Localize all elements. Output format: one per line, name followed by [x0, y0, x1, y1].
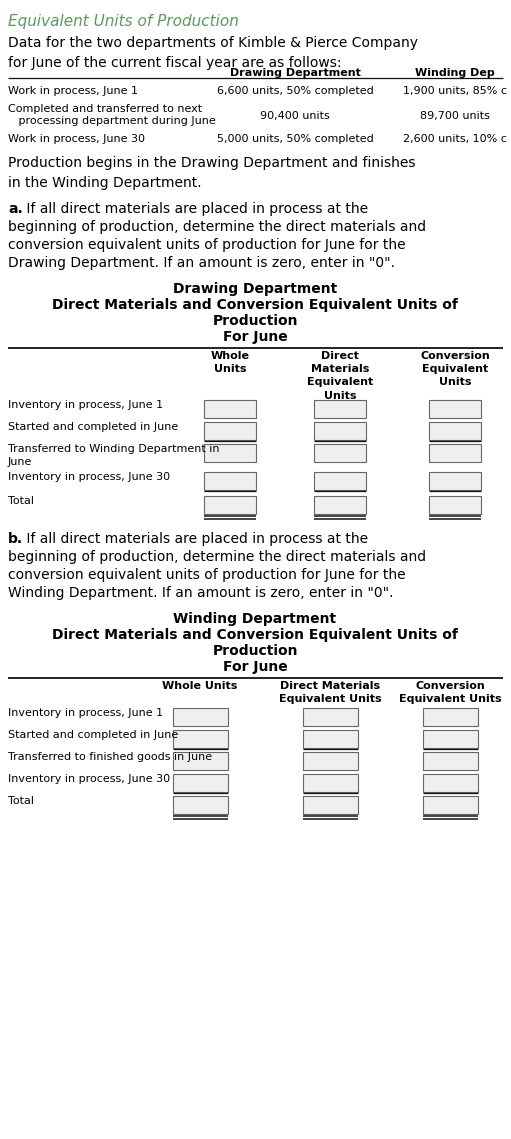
- Text: 89,700 units: 89,700 units: [420, 110, 490, 121]
- Bar: [314, 423, 366, 440]
- Text: For June: For June: [223, 659, 287, 674]
- Text: Production: Production: [212, 644, 298, 658]
- Bar: [204, 444, 256, 462]
- Text: Total: Total: [8, 495, 34, 506]
- Text: If all direct materials are placed in process at the: If all direct materials are placed in pr…: [22, 532, 368, 546]
- Text: Data for the two departments of Kimble & Pierce Company: Data for the two departments of Kimble &…: [8, 36, 418, 50]
- Text: for June of the current fiscal year are as follows:: for June of the current fiscal year are …: [8, 56, 341, 69]
- Bar: [204, 400, 256, 418]
- Text: in the Winding Department.: in the Winding Department.: [8, 177, 202, 190]
- Text: Drawing Department. If an amount is zero, enter in "0".: Drawing Department. If an amount is zero…: [8, 256, 395, 270]
- Bar: [303, 752, 358, 770]
- Text: Inventory in process, June 1: Inventory in process, June 1: [8, 400, 163, 410]
- Text: a.: a.: [8, 202, 23, 216]
- Bar: [423, 775, 477, 792]
- Text: Production begins in the Drawing Department and finishes: Production begins in the Drawing Departm…: [8, 156, 415, 170]
- Bar: [314, 495, 366, 514]
- Text: If all direct materials are placed in process at the: If all direct materials are placed in pr…: [22, 202, 368, 216]
- Bar: [429, 444, 481, 462]
- Text: 1,900 units, 85% c: 1,900 units, 85% c: [403, 87, 507, 96]
- Bar: [314, 444, 366, 462]
- Text: Work in process, June 1: Work in process, June 1: [8, 87, 138, 96]
- Bar: [423, 730, 477, 748]
- Bar: [173, 752, 227, 770]
- Bar: [303, 708, 358, 726]
- Bar: [423, 796, 477, 814]
- Text: 90,400 units: 90,400 units: [260, 110, 330, 121]
- Text: Started and completed in June: Started and completed in June: [8, 730, 178, 740]
- Text: b.: b.: [8, 532, 23, 546]
- Text: Winding Department: Winding Department: [173, 612, 337, 626]
- Text: conversion equivalent units of production for June for the: conversion equivalent units of productio…: [8, 568, 406, 582]
- Text: 2,600 units, 10% c: 2,600 units, 10% c: [403, 134, 507, 144]
- Text: Total: Total: [8, 796, 34, 806]
- Text: For June: For June: [223, 330, 287, 344]
- Bar: [173, 708, 227, 726]
- Bar: [314, 472, 366, 490]
- Bar: [423, 752, 477, 770]
- Text: Whole
Units: Whole Units: [211, 351, 249, 375]
- Text: 5,000 units, 50% completed: 5,000 units, 50% completed: [217, 134, 374, 144]
- Text: Direct Materials
Equivalent Units: Direct Materials Equivalent Units: [278, 681, 381, 704]
- Text: Equivalent Units of Production: Equivalent Units of Production: [8, 14, 239, 28]
- Bar: [429, 423, 481, 440]
- Bar: [429, 400, 481, 418]
- Text: Drawing Department: Drawing Department: [229, 68, 360, 77]
- Text: Drawing Department: Drawing Department: [173, 282, 337, 296]
- Text: 6,600 units, 50% completed: 6,600 units, 50% completed: [217, 87, 374, 96]
- Bar: [173, 730, 227, 748]
- Bar: [173, 775, 227, 792]
- Text: Conversion
Equivalent
Units: Conversion Equivalent Units: [420, 351, 490, 387]
- Bar: [314, 400, 366, 418]
- Bar: [303, 796, 358, 814]
- Text: Inventory in process, June 1: Inventory in process, June 1: [8, 708, 163, 718]
- Bar: [423, 708, 477, 726]
- Bar: [303, 775, 358, 792]
- Text: Whole Units: Whole Units: [162, 681, 238, 691]
- Bar: [429, 495, 481, 514]
- Bar: [173, 796, 227, 814]
- Text: Direct Materials and Conversion Equivalent Units of: Direct Materials and Conversion Equivale…: [52, 628, 458, 642]
- Text: Inventory in process, June 30: Inventory in process, June 30: [8, 775, 170, 784]
- Text: processing department during June: processing department during June: [8, 116, 216, 126]
- Text: Production: Production: [212, 314, 298, 328]
- Bar: [204, 423, 256, 440]
- Text: Completed and transferred to next: Completed and transferred to next: [8, 104, 202, 114]
- Text: Work in process, June 30: Work in process, June 30: [8, 134, 145, 144]
- Text: Direct Materials and Conversion Equivalent Units of: Direct Materials and Conversion Equivale…: [52, 298, 458, 312]
- Text: Transferred to finished goods in June: Transferred to finished goods in June: [8, 752, 212, 762]
- Text: Transferred to Winding Department in
June: Transferred to Winding Department in Jun…: [8, 444, 220, 467]
- Text: beginning of production, determine the direct materials and: beginning of production, determine the d…: [8, 550, 426, 564]
- Bar: [429, 472, 481, 490]
- Text: Started and completed in June: Started and completed in June: [8, 423, 178, 432]
- Text: Winding Dep: Winding Dep: [415, 68, 495, 77]
- Bar: [204, 472, 256, 490]
- Text: conversion equivalent units of production for June for the: conversion equivalent units of productio…: [8, 238, 406, 252]
- Text: beginning of production, determine the direct materials and: beginning of production, determine the d…: [8, 220, 426, 233]
- Text: Inventory in process, June 30: Inventory in process, June 30: [8, 472, 170, 482]
- Text: Winding Department. If an amount is zero, enter in "0".: Winding Department. If an amount is zero…: [8, 585, 393, 600]
- Text: Conversion
Equivalent Units: Conversion Equivalent Units: [399, 681, 501, 704]
- Bar: [204, 495, 256, 514]
- Bar: [303, 730, 358, 748]
- Text: Direct
Materials
Equivalent
Units: Direct Materials Equivalent Units: [307, 351, 373, 401]
